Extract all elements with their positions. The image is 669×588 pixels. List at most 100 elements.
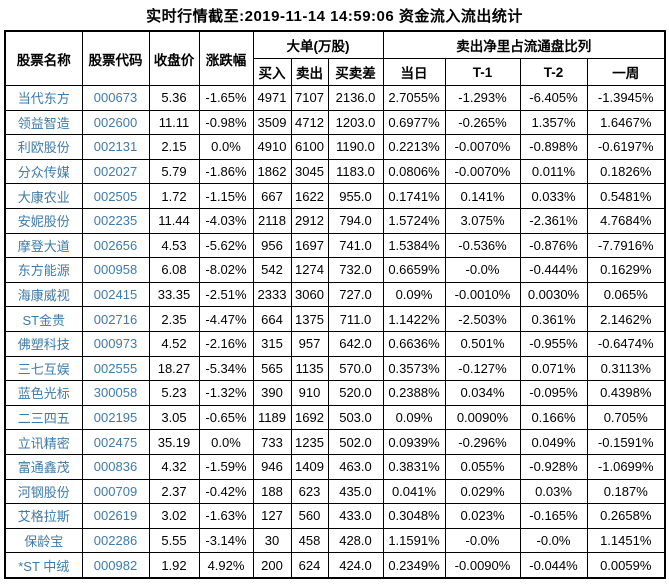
stock-name[interactable]: 三七互娱 (4, 355, 83, 382)
buy-volume: 733 (252, 429, 292, 455)
col-header-buy-sell-diff[interactable]: 买卖差 (327, 58, 384, 86)
col-header-change-pct[interactable]: 涨跌幅 (198, 30, 254, 86)
net-ratio-week: -7.7916% (586, 232, 666, 259)
stock-code[interactable]: 002415 (81, 281, 150, 308)
stock-code[interactable]: 000982 (81, 552, 150, 579)
close-price: 6.08 (148, 257, 200, 283)
stock-code[interactable]: 000709 (81, 478, 150, 505)
table-row[interactable]: *ST 中绒 000982 1.92 4.92% 200 624 424.0 0.2349% -… (4, 552, 666, 579)
stock-name[interactable]: ST金贵 (4, 306, 83, 332)
stock-code[interactable]: 002555 (81, 355, 150, 382)
stock-name[interactable]: 摩登大道 (4, 232, 83, 259)
stock-name[interactable]: 立讯精密 (4, 429, 83, 455)
table-row[interactable]: 蓝色光标 300058 5.23 -1.32% 390 910 520.0 0.2388% 0.… (4, 380, 666, 406)
stock-name[interactable]: 二三四五 (4, 404, 83, 431)
net-ratio-week: 0.3113% (586, 355, 666, 382)
net-ratio-t1: -0.536% (444, 232, 521, 259)
stock-code[interactable]: 002131 (81, 134, 150, 160)
stock-code[interactable]: 002195 (81, 404, 150, 431)
table-row[interactable]: 安妮股份 002235 11.44 -4.03% 2118 2912 794.0 1.5724… (4, 207, 666, 234)
stock-name[interactable]: 富通鑫茂 (4, 453, 83, 480)
sell-volume: 1274 (290, 257, 329, 283)
stock-name[interactable]: 东方能源 (4, 257, 83, 283)
buy-sell-diff: 520.0 (327, 380, 384, 406)
stock-name[interactable]: 大康农业 (4, 183, 83, 209)
stock-name[interactable]: 海康威视 (4, 281, 83, 308)
change-pct: -1.65% (198, 85, 254, 111)
col-header-t-minus-1[interactable]: T-1 (444, 58, 521, 86)
sell-volume: 624 (290, 552, 329, 579)
table-row[interactable]: 佛塑科技 000973 4.52 -2.16% 315 957 642.0 0.6636% 0.… (4, 330, 666, 357)
table-row[interactable]: 利欧股份 002131 2.15 0.0% 4910 6100 1190.0 0.2213% -… (4, 134, 666, 160)
stock-name[interactable]: 利欧股份 (4, 134, 83, 160)
table-row[interactable]: 艾格拉斯 002619 3.02 -1.63% 127 560 433.0 0.3048% 0.… (4, 503, 666, 529)
table-row[interactable]: 大康农业 002505 1.72 -1.15% 667 1622 955.0 0.1741% 0… (4, 183, 666, 209)
table-row[interactable]: 富通鑫茂 000836 4.32 -1.59% 946 1409 463.0 0.3831% 0… (4, 453, 666, 480)
net-ratio-t2: -0.928% (519, 453, 588, 480)
table-row[interactable]: 三七互娱 002555 18.27 -5.34% 565 1135 570.0 0.3573%… (4, 355, 666, 382)
col-header-buy[interactable]: 买入 (252, 58, 292, 86)
stock-code[interactable]: 300058 (81, 380, 150, 406)
table-row[interactable]: 领益智造 002600 11.11 -0.98% 3509 4712 1203.0 0.697… (4, 109, 666, 136)
stock-name[interactable]: 领益智造 (4, 109, 83, 136)
buy-volume: 565 (252, 355, 292, 382)
col-header-close-price[interactable]: 收盘价 (148, 30, 200, 86)
net-ratio-week: -1.3945% (586, 85, 666, 111)
stock-code[interactable]: 002235 (81, 207, 150, 234)
stock-name[interactable]: 分众传媒 (4, 158, 83, 185)
net-ratio-t1: 0.0090% (444, 404, 521, 431)
net-ratio-t2: -2.361% (519, 207, 588, 234)
table-row[interactable]: 摩登大道 002656 4.53 -5.62% 956 1697 741.0 1.5384% -… (4, 232, 666, 259)
stock-code[interactable]: 002286 (81, 527, 150, 554)
stock-name[interactable]: 安妮股份 (4, 207, 83, 234)
stock-code[interactable]: 000958 (81, 257, 150, 283)
stock-code[interactable]: 000673 (81, 85, 150, 111)
table-row[interactable]: 保龄宝 002286 5.55 -3.14% 30 458 428.0 1.1591% -0.0… (4, 527, 666, 554)
close-price: 18.27 (148, 355, 200, 382)
net-ratio-t1: -1.293% (444, 85, 521, 111)
sell-volume: 1375 (290, 306, 329, 332)
col-header-stock-code[interactable]: 股票代码 (81, 30, 150, 86)
net-ratio-today: 0.2388% (382, 380, 446, 406)
header-row-sub: 买入 卖出 买卖差 当日 T-1 T-2 一周 (5, 58, 666, 86)
stock-code[interactable]: 000973 (81, 330, 150, 357)
buy-sell-diff: 1183.0 (327, 158, 384, 185)
col-header-week[interactable]: 一周 (586, 58, 666, 86)
stock-code[interactable]: 002505 (81, 183, 150, 209)
stock-code[interactable]: 002716 (81, 306, 150, 332)
col-header-sell[interactable]: 卖出 (290, 58, 329, 86)
table-row[interactable]: 立讯精密 002475 35.19 0.0% 733 1235 502.0 0.0939% -0… (4, 429, 666, 455)
buy-sell-diff: 435.0 (327, 478, 384, 505)
stock-code[interactable]: 002600 (81, 109, 150, 136)
stock-name[interactable]: 河钢股份 (4, 478, 83, 505)
stock-name[interactable]: *ST 中绒 (4, 552, 83, 579)
table-row[interactable]: 当代东方 000673 5.36 -1.65% 4971 7107 2136.0 2.7055… (4, 85, 666, 111)
sell-volume: 458 (290, 527, 329, 554)
col-header-t-minus-2[interactable]: T-2 (519, 58, 588, 86)
col-header-stock-name[interactable]: 股票名称 (4, 30, 83, 86)
stock-code[interactable]: 002619 (81, 503, 150, 529)
stock-code[interactable]: 002027 (81, 158, 150, 185)
stock-name[interactable]: 艾格拉斯 (4, 503, 83, 529)
change-pct: -1.59% (198, 453, 254, 480)
sell-volume: 6100 (290, 134, 329, 160)
net-ratio-today: 0.3573% (382, 355, 446, 382)
stock-name[interactable]: 保龄宝 (4, 527, 83, 554)
header-row-top: 股票名称 股票代码 收盘价 涨跌幅 大单(万股) 卖出净里占流通盘比列 (4, 30, 666, 86)
table-row[interactable]: 海康威视 002415 33.35 -2.51% 2333 3060 727.0 0.09% -… (4, 281, 666, 308)
stock-code[interactable]: 000836 (81, 453, 150, 480)
buy-volume: 1862 (252, 158, 292, 185)
stock-name[interactable]: 佛塑科技 (4, 330, 83, 357)
stock-code[interactable]: 002656 (81, 232, 150, 259)
stock-name[interactable]: 当代东方 (4, 85, 83, 111)
stock-code[interactable]: 002475 (81, 429, 150, 455)
table-row[interactable]: 河钢股份 000709 2.37 -0.42% 188 623 435.0 0.041% 0.0… (4, 478, 666, 505)
stock-name[interactable]: 蓝色光标 (4, 380, 83, 406)
sell-volume: 1622 (290, 183, 329, 209)
table-row[interactable]: 东方能源 000958 6.08 -8.02% 542 1274 732.0 0.6659% -… (4, 257, 666, 283)
table-row[interactable]: ST金贵 002716 2.35 -4.47% 664 1375 711.0 1.1422% -… (4, 306, 666, 332)
table-row[interactable]: 二三四五 002195 3.05 -0.65% 1189 1692 503.0 0.09% 0.… (4, 404, 666, 431)
col-header-today[interactable]: 当日 (382, 58, 446, 86)
buy-volume: 4910 (252, 134, 292, 160)
table-row[interactable]: 分众传媒 002027 5.79 -1.86% 1862 3045 1183.0 0.0806… (4, 158, 666, 185)
